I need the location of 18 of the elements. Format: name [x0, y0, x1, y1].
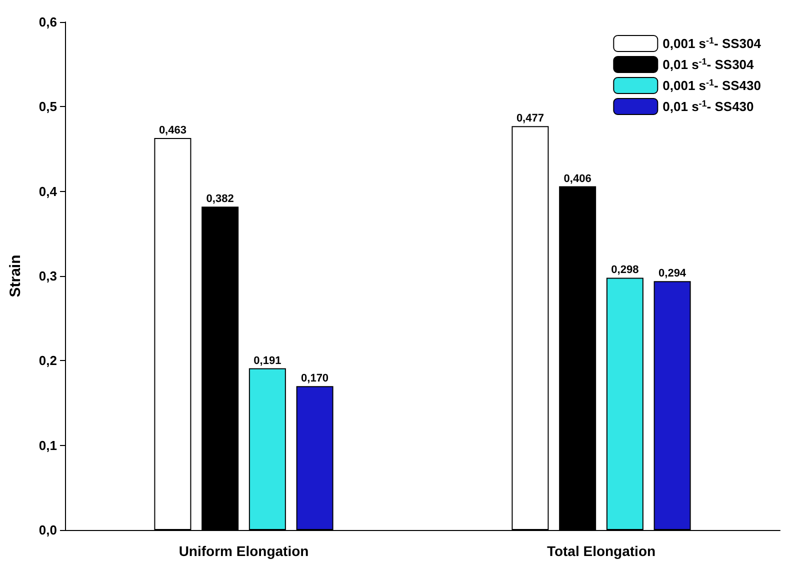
data-label: 0,463 [158, 124, 186, 136]
data-label: 0,477 [516, 112, 544, 125]
data-label: 0,382 [206, 193, 234, 206]
y-tick-label: 0,0 [38, 522, 57, 538]
y-tick-label: 0,5 [38, 99, 57, 114]
data-label: 0,191 [254, 354, 282, 367]
data-label: 0,170 [301, 372, 329, 385]
x-tick-label: Total Elongation [546, 543, 656, 559]
data-label: 0,294 [658, 268, 687, 280]
y-tick-label: 0,2 [38, 353, 57, 368]
y-tick-label: 0,6 [38, 14, 57, 30]
y-tick-label: 0,1 [38, 438, 57, 453]
y-tick-label: 0,3 [38, 268, 57, 284]
x-tick-label: Uniform Elongation [178, 543, 309, 559]
data-label: 0,406 [564, 172, 592, 185]
y-axis-title: Strain [7, 254, 24, 298]
y-tick-label: 0,4 [38, 184, 58, 199]
data-label: 0,298 [611, 264, 639, 276]
